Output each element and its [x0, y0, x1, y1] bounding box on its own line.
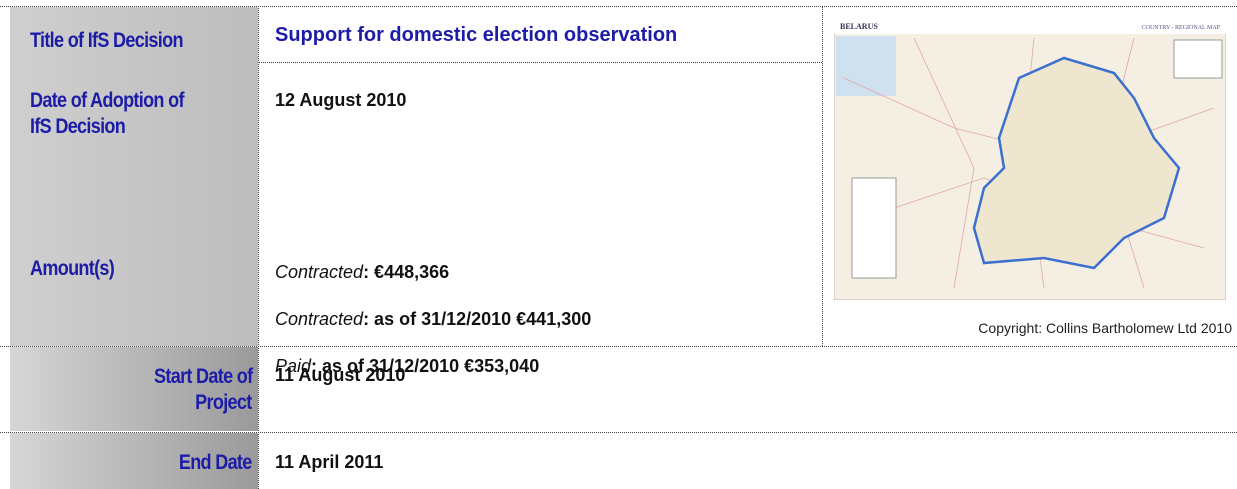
value: 11 August 2010: [275, 365, 406, 385]
map-title: BELARUS: [840, 22, 878, 31]
text: : €448,366: [363, 262, 450, 282]
rule: [0, 432, 1237, 433]
label-bg: [10, 347, 258, 431]
term: Paid: [275, 356, 312, 376]
term: Contracted: [275, 262, 364, 282]
rule: [258, 62, 822, 63]
map-header: [834, 18, 1226, 34]
value: 11 April 2011: [275, 452, 384, 472]
label: Amount(s): [30, 257, 115, 280]
rule: [822, 6, 823, 346]
sea: [836, 36, 896, 96]
rule: [0, 6, 1237, 7]
amount: Contracted: as of 31/12/2010 €441,300: [275, 309, 591, 330]
label: IfS Decision: [30, 115, 126, 138]
amount: Contracted: €448,366: [275, 262, 449, 283]
amount: Paid: as of 31/12/2010 €353,040: [275, 356, 539, 377]
map: BELARUS COUNTRY - REGIONAL MAP: [834, 18, 1226, 300]
label-bg: [10, 7, 258, 346]
text: : as of 31/12/2010 €353,040: [311, 356, 540, 376]
label-bg: [10, 433, 258, 489]
map-subtitle: COUNTRY - REGIONAL MAP: [1142, 25, 1221, 31]
label: Title of IfS Decision: [30, 29, 183, 52]
copyright: Copyright: Collins Bartholomew Ltd 2010: [978, 320, 1232, 336]
term: Contracted: [275, 309, 364, 329]
label: End Date: [179, 451, 252, 474]
inset: [1173, 39, 1223, 79]
title-value: Support for domestic election observatio…: [275, 24, 678, 46]
value: 12 August 2010: [275, 90, 407, 110]
rule: [0, 346, 1237, 347]
legend-box: [851, 177, 897, 279]
rule: [258, 6, 259, 489]
label: Start Date of: [153, 365, 253, 388]
text: : as of 31/12/2010 €441,300: [363, 309, 592, 329]
label: Project: [195, 391, 253, 414]
border: [972, 56, 1181, 270]
label: Date of Adoption of: [30, 89, 184, 112]
